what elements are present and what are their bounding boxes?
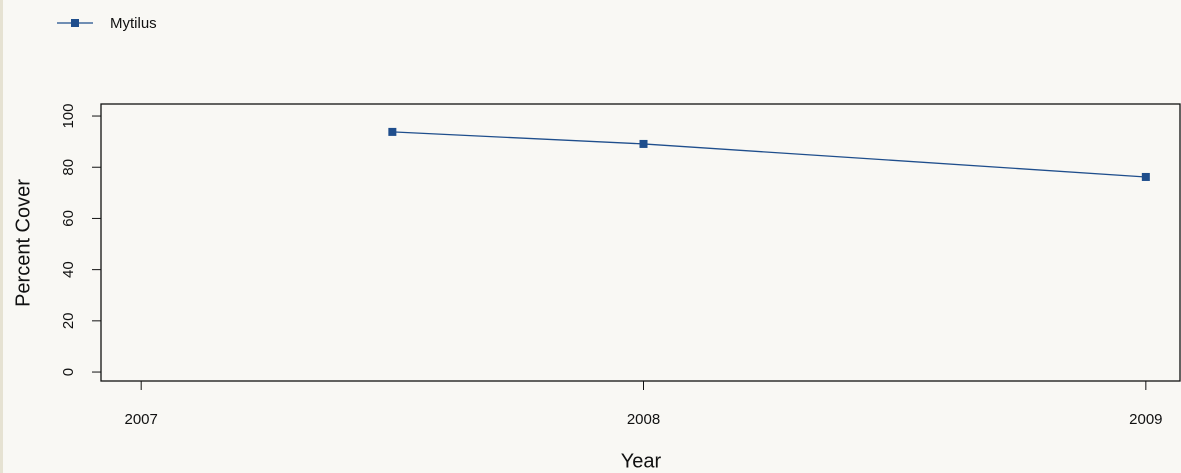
x-tick-label: 2009: [1129, 411, 1162, 428]
y-tick-label: 80: [60, 159, 77, 176]
left-border: [0, 0, 3, 473]
y-axis-title: Percent Cover: [12, 179, 34, 307]
data-point: [388, 127, 397, 136]
series-line: [392, 131, 1146, 178]
x-tick-label: 2007: [124, 411, 157, 428]
y-tick-label: 60: [60, 210, 77, 227]
x-tick-label: 2008: [627, 411, 660, 428]
plot-frame: [100, 103, 1181, 382]
legend-label: Mytilus: [110, 15, 157, 32]
y-tick-label: 0: [60, 368, 77, 376]
y-tick-label: 100: [60, 104, 77, 129]
y-tick-label: 40: [60, 261, 77, 278]
x-axis-title: Year: [621, 450, 662, 472]
data-point: [1141, 172, 1150, 181]
y-tick-label: 20: [60, 312, 77, 329]
legend-marker: [71, 19, 79, 27]
data-point: [639, 139, 648, 148]
